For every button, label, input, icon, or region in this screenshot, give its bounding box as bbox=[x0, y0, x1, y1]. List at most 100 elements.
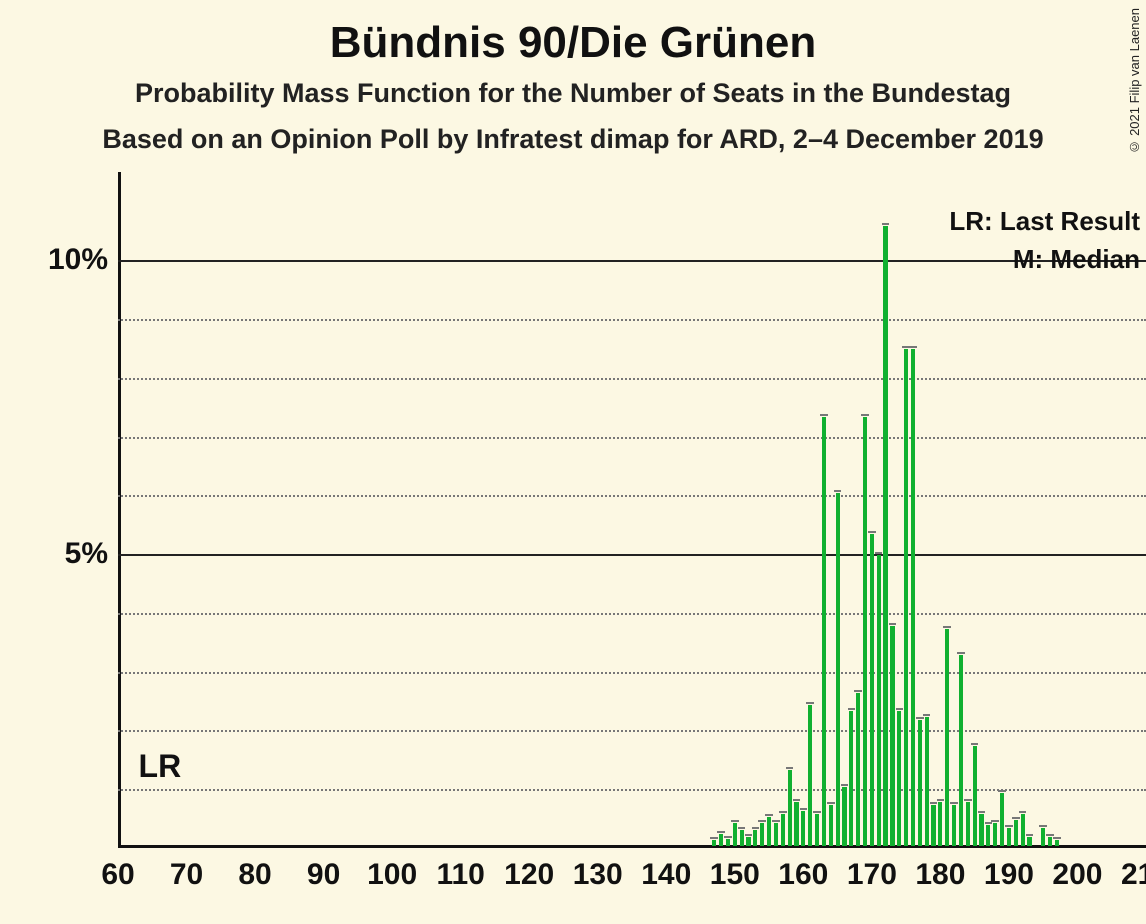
bar bbox=[1055, 840, 1059, 846]
bar bbox=[1027, 837, 1031, 846]
bar bbox=[746, 837, 750, 846]
bar bbox=[870, 534, 874, 846]
x-tick-label: 70 bbox=[170, 858, 203, 892]
bar-cap bbox=[820, 414, 828, 416]
bar-cap bbox=[957, 652, 965, 654]
bar bbox=[774, 823, 778, 847]
grid-minor bbox=[118, 730, 1146, 732]
bar-cap bbox=[861, 414, 869, 416]
bar-cap bbox=[758, 820, 766, 822]
grid-minor bbox=[118, 378, 1146, 380]
bar bbox=[877, 555, 881, 846]
bar bbox=[788, 770, 792, 846]
bar-cap bbox=[786, 767, 794, 769]
bar-cap bbox=[896, 708, 904, 710]
bar-cap bbox=[964, 799, 972, 801]
bar-cap bbox=[1039, 825, 1047, 827]
bar-cap bbox=[841, 784, 849, 786]
bar bbox=[918, 720, 922, 846]
bar-cap bbox=[827, 802, 835, 804]
bar bbox=[993, 823, 997, 847]
bar-cap bbox=[930, 802, 938, 804]
x-tick-label: 200 bbox=[1052, 858, 1102, 892]
grid-major bbox=[118, 260, 1146, 262]
plot-area: 5%10%60708090100110120130140150160170180… bbox=[118, 172, 1146, 848]
x-tick-label: 100 bbox=[367, 858, 417, 892]
bar-cap bbox=[889, 623, 897, 625]
chart-subtitle-1: Probability Mass Function for the Number… bbox=[0, 78, 1146, 109]
bar-cap bbox=[848, 708, 856, 710]
bar bbox=[945, 629, 949, 846]
bar-cap bbox=[882, 223, 890, 225]
bar bbox=[856, 693, 860, 846]
bar-cap bbox=[875, 552, 883, 554]
bar-cap bbox=[950, 802, 958, 804]
bar bbox=[911, 349, 915, 846]
bar bbox=[808, 705, 812, 846]
bar bbox=[836, 493, 840, 846]
bar-cap bbox=[1005, 825, 1013, 827]
x-tick-label: 80 bbox=[238, 858, 271, 892]
bar-cap bbox=[1012, 817, 1020, 819]
copyright-text: © 2021 Filip van Laenen bbox=[1127, 8, 1142, 155]
x-tick-label: 90 bbox=[307, 858, 340, 892]
y-tick-label: 10% bbox=[48, 243, 108, 277]
bar bbox=[753, 830, 757, 846]
bar bbox=[849, 711, 853, 846]
bar-cap bbox=[793, 799, 801, 801]
bar-cap bbox=[745, 834, 753, 836]
bar bbox=[959, 655, 963, 846]
bar-cap bbox=[772, 820, 780, 822]
x-tick-label: 210 bbox=[1121, 858, 1146, 892]
bar-cap bbox=[998, 790, 1006, 792]
bar bbox=[726, 839, 730, 846]
bar-cap bbox=[854, 690, 862, 692]
bar bbox=[829, 805, 833, 846]
x-tick-label: 170 bbox=[847, 858, 897, 892]
legend-text: LR: Last Result bbox=[949, 206, 1140, 237]
bar bbox=[1021, 814, 1025, 846]
legend-text: M: Median bbox=[1013, 244, 1140, 275]
bar bbox=[931, 805, 935, 846]
bar bbox=[767, 817, 771, 846]
bar bbox=[733, 823, 737, 847]
bar bbox=[938, 802, 942, 846]
bar-cap bbox=[738, 827, 746, 829]
grid-minor bbox=[118, 789, 1146, 791]
lr-label: LR bbox=[139, 748, 182, 785]
bar-cap bbox=[1026, 834, 1034, 836]
bar-cap bbox=[834, 490, 842, 492]
bar bbox=[781, 814, 785, 846]
bar-cap bbox=[813, 811, 821, 813]
bar bbox=[815, 814, 819, 846]
bar bbox=[863, 417, 867, 846]
bar-cap bbox=[991, 820, 999, 822]
bar-cap bbox=[909, 346, 917, 348]
bar-cap bbox=[1053, 837, 1061, 839]
bar-cap bbox=[779, 811, 787, 813]
bar bbox=[794, 802, 798, 846]
grid-minor bbox=[118, 613, 1146, 615]
bar bbox=[719, 834, 723, 846]
bar-cap bbox=[1019, 811, 1027, 813]
bar-cap bbox=[765, 814, 773, 816]
bar-cap bbox=[868, 531, 876, 533]
x-tick-label: 110 bbox=[436, 858, 484, 892]
y-axis bbox=[118, 172, 121, 848]
bar bbox=[973, 746, 977, 846]
bar bbox=[842, 787, 846, 846]
bar bbox=[925, 717, 929, 846]
x-tick-label: 150 bbox=[710, 858, 760, 892]
bar bbox=[979, 814, 983, 846]
grid-minor bbox=[118, 319, 1146, 321]
grid-minor bbox=[118, 672, 1146, 674]
bar bbox=[890, 626, 894, 846]
grid-minor bbox=[118, 495, 1146, 497]
bar-cap bbox=[806, 702, 814, 704]
x-tick-label: 160 bbox=[778, 858, 828, 892]
bar-cap bbox=[710, 837, 718, 839]
bar bbox=[1000, 793, 1004, 846]
bar bbox=[801, 811, 805, 846]
bar-cap bbox=[923, 714, 931, 716]
grid-minor bbox=[118, 437, 1146, 439]
